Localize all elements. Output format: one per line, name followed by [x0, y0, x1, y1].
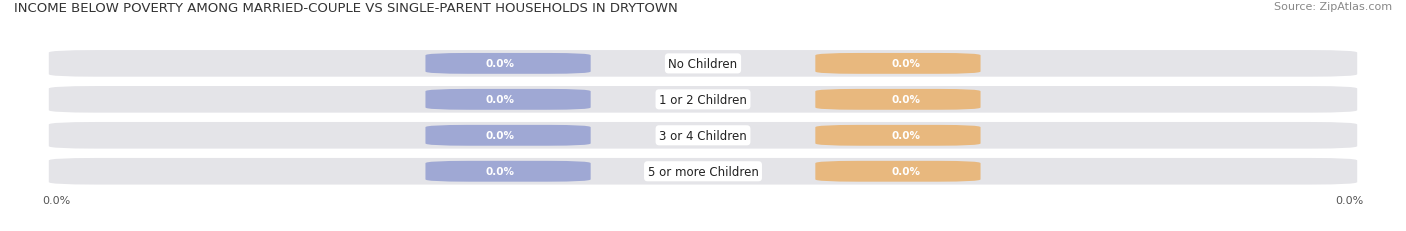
Text: 5 or more Children: 5 or more Children [648, 165, 758, 178]
FancyBboxPatch shape [815, 54, 980, 74]
FancyBboxPatch shape [49, 51, 1357, 77]
Text: 0.0%: 0.0% [1336, 195, 1364, 205]
FancyBboxPatch shape [426, 161, 591, 182]
FancyBboxPatch shape [426, 125, 591, 146]
Text: 0.0%: 0.0% [891, 95, 921, 105]
FancyBboxPatch shape [49, 87, 1357, 113]
Text: 0.0%: 0.0% [485, 167, 515, 176]
Text: Source: ZipAtlas.com: Source: ZipAtlas.com [1274, 2, 1392, 12]
Text: No Children: No Children [668, 58, 738, 71]
Text: 0.0%: 0.0% [485, 59, 515, 69]
Text: 0.0%: 0.0% [891, 167, 921, 176]
FancyBboxPatch shape [815, 125, 980, 146]
Text: INCOME BELOW POVERTY AMONG MARRIED-COUPLE VS SINGLE-PARENT HOUSEHOLDS IN DRYTOWN: INCOME BELOW POVERTY AMONG MARRIED-COUPL… [14, 2, 678, 15]
Text: 1 or 2 Children: 1 or 2 Children [659, 93, 747, 106]
Text: 0.0%: 0.0% [485, 95, 515, 105]
FancyBboxPatch shape [49, 158, 1357, 185]
Text: 0.0%: 0.0% [485, 131, 515, 141]
Text: 0.0%: 0.0% [891, 59, 921, 69]
FancyBboxPatch shape [426, 54, 591, 74]
FancyBboxPatch shape [815, 161, 980, 182]
Text: 0.0%: 0.0% [891, 131, 921, 141]
Text: 3 or 4 Children: 3 or 4 Children [659, 129, 747, 142]
FancyBboxPatch shape [426, 90, 591, 110]
Text: 0.0%: 0.0% [42, 195, 70, 205]
FancyBboxPatch shape [49, 122, 1357, 149]
FancyBboxPatch shape [815, 90, 980, 110]
